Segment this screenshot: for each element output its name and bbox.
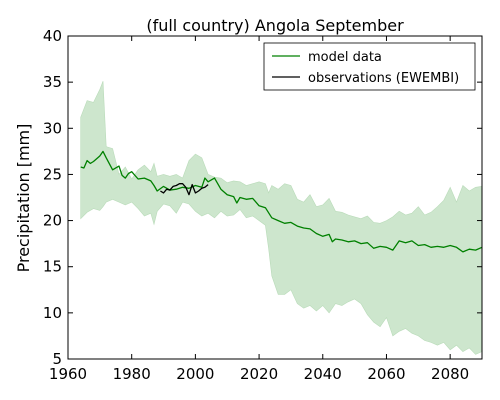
y-tick-label: 30 bbox=[43, 119, 62, 137]
legend: model data observations (EWEMBI) bbox=[263, 42, 476, 91]
x-tick-label: 2040 bbox=[304, 365, 342, 383]
y-tick-label: 40 bbox=[43, 27, 62, 45]
y-tick-label: 5 bbox=[52, 350, 62, 368]
plot-frame bbox=[67, 35, 483, 360]
plot-area bbox=[80, 81, 483, 355]
range-band bbox=[80, 81, 483, 355]
x-tick-label: 1960 bbox=[49, 365, 87, 383]
x-tick-label: 2000 bbox=[176, 365, 214, 383]
y-tick-label: 10 bbox=[43, 304, 62, 322]
y-tick-label: 20 bbox=[43, 212, 62, 230]
x-tick-label: 2020 bbox=[240, 365, 278, 383]
legend-label-observations: observations (EWEMBI) bbox=[308, 71, 459, 86]
series-line-model bbox=[80, 150, 483, 253]
y-tick-label: 15 bbox=[43, 258, 62, 276]
series-line-observations bbox=[160, 183, 209, 196]
axis-ticks: 1960 1980 2000 2020 2040 2060 2080 5 10 15 20 25 30 3… bbox=[43, 27, 482, 383]
legend-label-model: model data bbox=[308, 50, 382, 65]
y-tick-label: 35 bbox=[43, 73, 62, 91]
chart-title: (full country) Angola September bbox=[146, 16, 404, 35]
y-axis-label: Precipitation [mm] bbox=[14, 124, 33, 273]
y-tick-label: 25 bbox=[43, 165, 62, 183]
x-tick-label: 2060 bbox=[367, 365, 405, 383]
x-tick-label: 1980 bbox=[113, 365, 151, 383]
legend-box bbox=[263, 42, 476, 91]
x-tick-label: 2080 bbox=[431, 365, 469, 383]
